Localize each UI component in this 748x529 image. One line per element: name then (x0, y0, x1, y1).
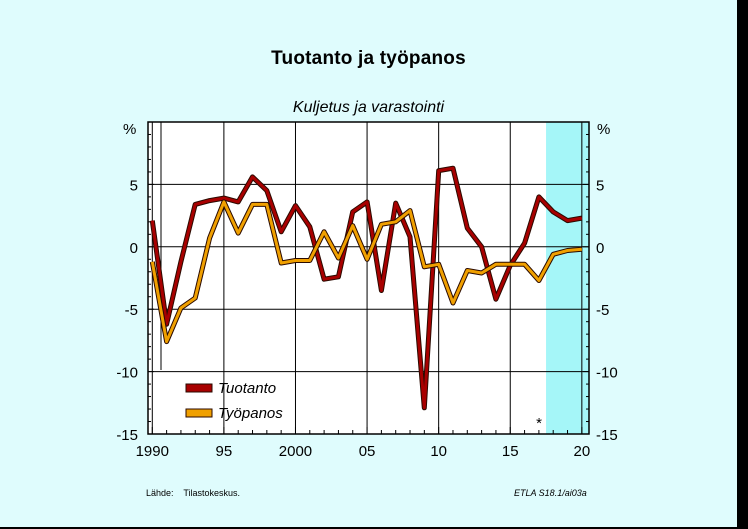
plot-area (148, 122, 589, 434)
y-unit-right: % (597, 121, 610, 138)
y-tick-label-right: -5 (596, 302, 609, 319)
x-tick-label: 15 (502, 443, 519, 460)
chart-subtitle: Kuljetus ja varastointi (292, 99, 445, 116)
x-tick-label: 2000 (279, 443, 312, 460)
bottom-edge-border (0, 527, 748, 529)
plot-frame (147, 121, 590, 435)
legend-label: Työpanos (218, 405, 283, 422)
legend-swatch (185, 383, 213, 393)
y-tick-label-left: -5 (125, 302, 138, 319)
y-tick-label-right: -10 (596, 365, 618, 382)
y-tick-label-left: -10 (116, 365, 138, 382)
y-tick-label-right: 5 (596, 177, 604, 194)
forecast-annotation: * (536, 415, 542, 432)
chart-code: ETLA S18.1/ai03a (514, 488, 587, 498)
right-edge-border (737, 0, 748, 529)
x-tick-label: 05 (359, 443, 376, 460)
y-tick-label-right: -15 (596, 427, 618, 444)
y-tick-label-left: 5 (130, 177, 138, 194)
y-tick-label-right: 0 (596, 240, 604, 257)
source-note: Lähde: Tilastokeskus. (146, 488, 241, 498)
forecast-region (546, 122, 589, 434)
y-unit-left: % (123, 121, 136, 138)
legend-swatch (185, 408, 213, 418)
y-tick-label-left: 0 (130, 240, 138, 257)
x-tick-label: 95 (216, 443, 233, 460)
y-tick-label-left: -15 (116, 427, 138, 444)
legend-label: Tuotanto (218, 380, 276, 397)
series-line-työpanos (150, 200, 582, 344)
x-tick-label: 20 (573, 443, 590, 460)
chart-title: Tuotanto ja työpanos (271, 48, 466, 69)
x-tick-label: 10 (430, 443, 447, 460)
x-tick-label: 1990 (136, 443, 169, 460)
